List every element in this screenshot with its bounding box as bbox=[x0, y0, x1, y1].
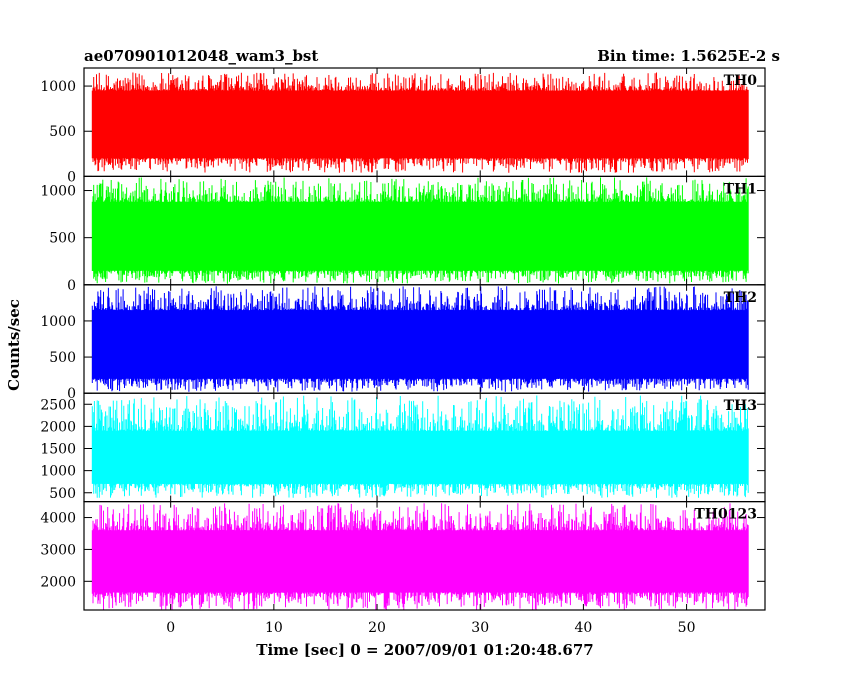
x-tick-label: 0 bbox=[166, 620, 175, 636]
y-tick-label: 0 bbox=[67, 169, 76, 185]
panel-th3: 500 1000 1500 2000 2500 TH3 bbox=[40, 392, 766, 503]
x-tick-label: 20 bbox=[368, 620, 386, 636]
x-tick-label: 30 bbox=[471, 620, 489, 636]
y-tick-label: 1000 bbox=[40, 464, 76, 480]
y-tick-label: 500 bbox=[49, 350, 76, 366]
y-tick-label: 500 bbox=[49, 231, 76, 247]
y-tick-label: 2000 bbox=[40, 419, 76, 435]
y-axis-label: Counts/sec bbox=[5, 299, 23, 391]
series-th0-trace bbox=[91, 72, 749, 173]
chart-title: ae070901012048_wam3_bst bbox=[84, 47, 318, 65]
x-axis-label: Time [sec] 0 = 2007/09/01 01:20:48.677 bbox=[256, 641, 593, 659]
y-tick-label: 500 bbox=[49, 124, 76, 140]
panel-th0123: 2000 3000 4000 TH0123 bbox=[40, 501, 766, 611]
y-tick-label: 2000 bbox=[40, 574, 76, 590]
y-tick-label: 2500 bbox=[40, 397, 76, 413]
y-tick-label: 1500 bbox=[40, 442, 76, 458]
x-axis-ticks: 0 10 20 30 40 50 bbox=[166, 620, 695, 636]
x-tick-label: 40 bbox=[574, 620, 592, 636]
y-tick-label: 1000 bbox=[40, 314, 76, 330]
series-th0123-trace bbox=[91, 503, 749, 610]
y-tick-label: 1000 bbox=[40, 184, 76, 200]
y-tick-label: 0 bbox=[67, 386, 76, 402]
series-th2-trace bbox=[91, 286, 749, 392]
y-tick-label: 3000 bbox=[40, 542, 76, 558]
y-tick-label: 500 bbox=[49, 486, 76, 502]
panel-th2: 0 500 1000 TH2 bbox=[40, 284, 766, 402]
series-label-th2: TH2 bbox=[724, 290, 757, 306]
x-tick-label: 50 bbox=[678, 620, 696, 636]
panels-group: 0 500 1000 TH0 0 500 1000 TH1 0 500 1000 TH2 500 1000… bbox=[40, 67, 766, 611]
series-label-th3: TH3 bbox=[724, 398, 757, 414]
bin-time-label: Bin time: 1.5625E-2 s bbox=[597, 47, 780, 65]
y-tick-label: 4000 bbox=[40, 511, 76, 527]
series-label-th0123: TH0123 bbox=[694, 507, 757, 523]
panel-th1: 0 500 1000 TH1 bbox=[40, 175, 766, 294]
series-th3-trace bbox=[91, 395, 749, 498]
panel-frame bbox=[83, 501, 766, 611]
series-th1-trace bbox=[91, 177, 749, 284]
x-tick-label: 10 bbox=[265, 620, 283, 636]
y-tick-label: 0 bbox=[67, 278, 76, 294]
series-label-th1: TH1 bbox=[724, 181, 757, 197]
panel-th0: 0 500 1000 TH0 bbox=[40, 67, 766, 185]
y-tick-label: 1000 bbox=[40, 79, 76, 95]
series-label-th0: TH0 bbox=[724, 73, 758, 89]
